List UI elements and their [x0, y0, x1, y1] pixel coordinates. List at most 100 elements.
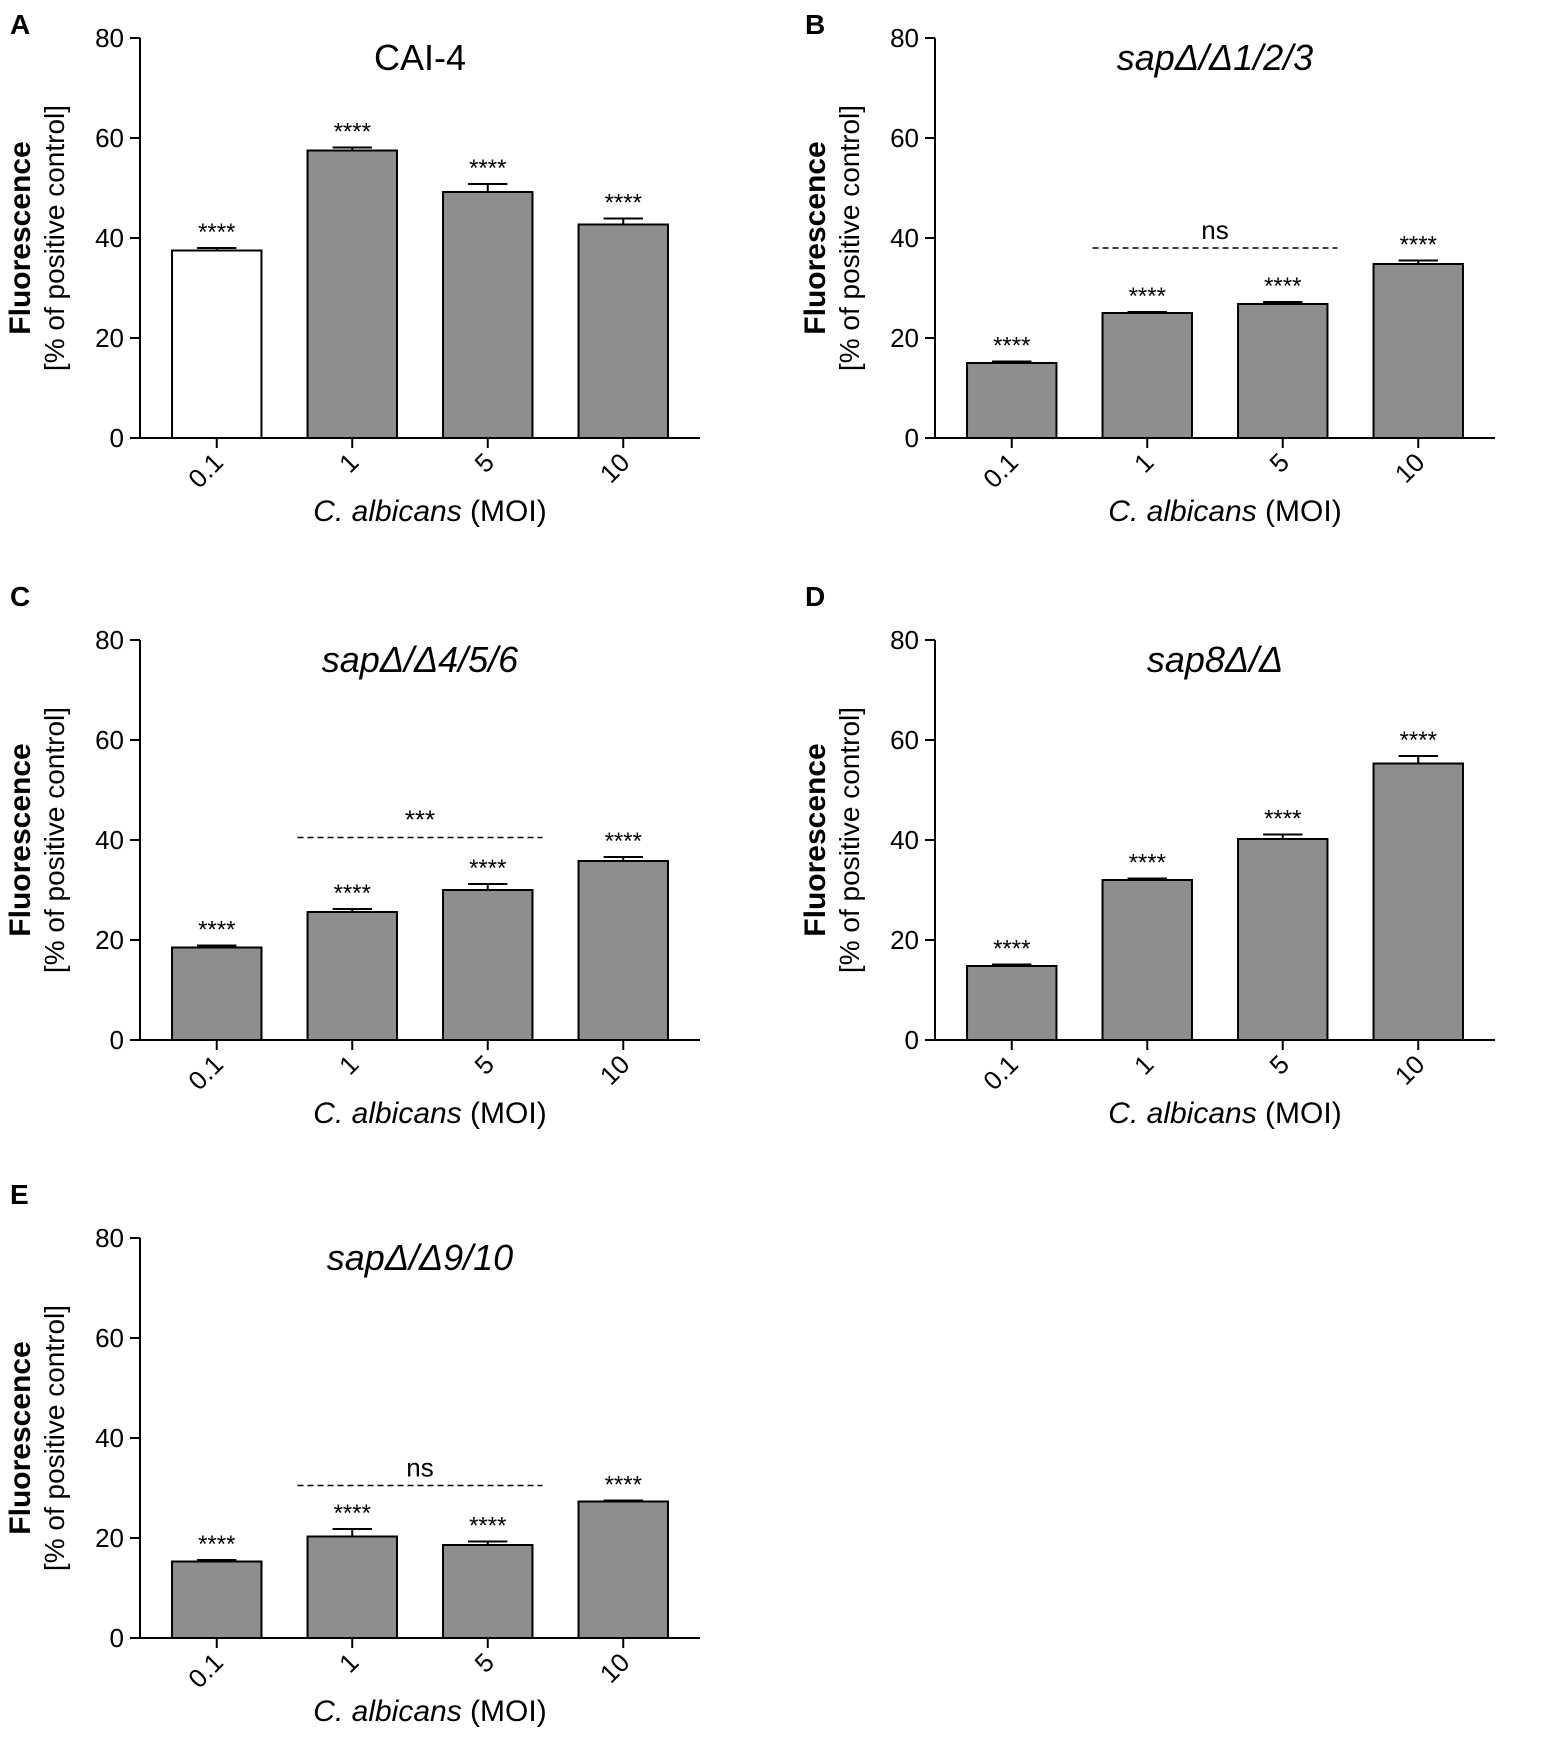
panel-letter: A — [10, 9, 30, 40]
bar-1 — [306, 1535, 398, 1639]
bar-0-1 — [171, 946, 263, 1041]
y-axis-label-bold: Fluorescence — [4, 141, 37, 334]
x-tick-label: 5 — [1264, 447, 1295, 478]
x-tick-label: 1 — [333, 1049, 364, 1080]
significance-label: **** — [993, 936, 1030, 963]
comparison-label: ns — [1201, 215, 1228, 245]
significance-label: **** — [334, 119, 371, 146]
chart-title: sap8Δ/Δ — [1147, 639, 1283, 680]
bar-0-1 — [966, 965, 1058, 1041]
y-axis-label-bold: Fluorescence — [799, 743, 832, 936]
y-tick-label: 40 — [95, 223, 124, 253]
x-axis-label: C. albicans (MOI) — [313, 1097, 546, 1130]
x-tick-label: 0.1 — [977, 447, 1024, 494]
bar-1 — [306, 911, 398, 1041]
x-tick-label: 10 — [594, 447, 636, 489]
bar-5 — [442, 191, 534, 439]
y-tick-label: 60 — [95, 1323, 124, 1353]
bar-0-1 — [171, 249, 263, 439]
significance-label: **** — [469, 1513, 506, 1540]
y-axis-label: [% of positive control] — [39, 707, 70, 973]
panel-letter: D — [805, 581, 825, 612]
comparison-label: *** — [405, 805, 435, 835]
comparison-label: ns — [406, 1453, 433, 1483]
bar-5 — [442, 1544, 534, 1639]
bar-5 — [1237, 303, 1329, 439]
x-tick-label: 0.1 — [182, 1647, 229, 1694]
y-tick-label: 80 — [95, 625, 124, 655]
y-tick-label: 60 — [95, 123, 124, 153]
bar-1 — [1101, 879, 1193, 1041]
y-tick-label: 40 — [890, 825, 919, 855]
y-axis-label-bold: Fluorescence — [799, 141, 832, 334]
x-tick-label: 1 — [333, 447, 364, 478]
x-tick-label: 10 — [1389, 1049, 1431, 1091]
significance-label: **** — [1400, 727, 1437, 754]
x-tick-label: 1 — [333, 1647, 364, 1678]
significance-label: **** — [1264, 806, 1301, 833]
chart-title: sapΔ/Δ9/10 — [327, 1237, 513, 1278]
y-axis-label: [% of positive control] — [39, 105, 70, 371]
chart-title: sapΔ/Δ4/5/6 — [322, 639, 519, 680]
significance-label: **** — [469, 855, 506, 882]
x-tick-label: 5 — [1264, 1049, 1295, 1080]
bar-5 — [1237, 838, 1329, 1041]
panel-a: A CAI-4 **** **** **** **** 0 20 40 60 80 0.1 1 5 10 C.… — [4, 9, 700, 528]
x-tick-label: 10 — [594, 1049, 636, 1091]
y-axis-label: [% of positive control] — [834, 707, 865, 973]
x-tick-label: 0.1 — [182, 1049, 229, 1096]
y-tick-label: 80 — [95, 23, 124, 53]
significance-label: **** — [1400, 232, 1437, 259]
significance-label: **** — [605, 1472, 642, 1499]
bar-10 — [1372, 263, 1464, 439]
x-tick-label: 1 — [1128, 1049, 1159, 1080]
x-axis-label: C. albicans (MOI) — [313, 1695, 546, 1728]
x-axis-label: C. albicans (MOI) — [1108, 1097, 1341, 1130]
bar-0-1 — [171, 1560, 263, 1639]
y-tick-label: 80 — [890, 23, 919, 53]
y-tick-label: 40 — [95, 825, 124, 855]
significance-label: **** — [334, 880, 371, 907]
x-axis-label: C. albicans (MOI) — [1108, 495, 1341, 528]
y-tick-label: 60 — [890, 123, 919, 153]
panel-c: CsapΔ/Δ4/5/6*******************020406080… — [4, 581, 700, 1130]
y-axis-label: [% of positive control] — [39, 1305, 70, 1571]
y-tick-label: 20 — [95, 1523, 124, 1553]
x-tick-label: 0.1 — [977, 1049, 1024, 1096]
y-tick-label: 0 — [905, 423, 919, 453]
y-tick-label: 0 — [905, 1025, 919, 1055]
y-tick-label: 60 — [890, 725, 919, 755]
panel-letter: B — [805, 9, 825, 40]
y-axis-label-bold: Fluorescence — [4, 743, 37, 936]
x-tick-label: 5 — [469, 447, 500, 478]
x-axis-label: C. albicans (MOI) — [313, 495, 546, 528]
significance-label: **** — [1264, 273, 1301, 300]
significance-label: **** — [334, 1500, 371, 1527]
significance-label: **** — [198, 219, 235, 246]
y-tick-label: 0 — [110, 1025, 124, 1055]
x-tick-label: 1 — [1128, 447, 1159, 478]
significance-label: **** — [605, 828, 642, 855]
x-tick-label: 10 — [594, 1647, 636, 1689]
chart-title: CAI-4 — [374, 37, 466, 78]
y-tick-label: 20 — [95, 925, 124, 955]
panel-letter: C — [10, 581, 30, 612]
y-tick-label: 0 — [110, 423, 124, 453]
y-axis-label-bold: Fluorescence — [4, 1341, 37, 1534]
significance-label: **** — [605, 190, 642, 217]
bar-1 — [306, 149, 398, 439]
significance-label: **** — [198, 1531, 235, 1558]
x-tick-label: 10 — [1389, 447, 1431, 489]
significance-label: **** — [1129, 283, 1166, 310]
significance-label: **** — [1129, 850, 1166, 877]
panel-letter: E — [10, 1179, 29, 1210]
chart-title: sapΔ/Δ1/2/3 — [1117, 37, 1313, 78]
y-axis-label: [% of positive control] — [834, 105, 865, 371]
y-tick-label: 20 — [890, 925, 919, 955]
bar-10 — [577, 223, 669, 439]
x-tick-label: 5 — [469, 1647, 500, 1678]
